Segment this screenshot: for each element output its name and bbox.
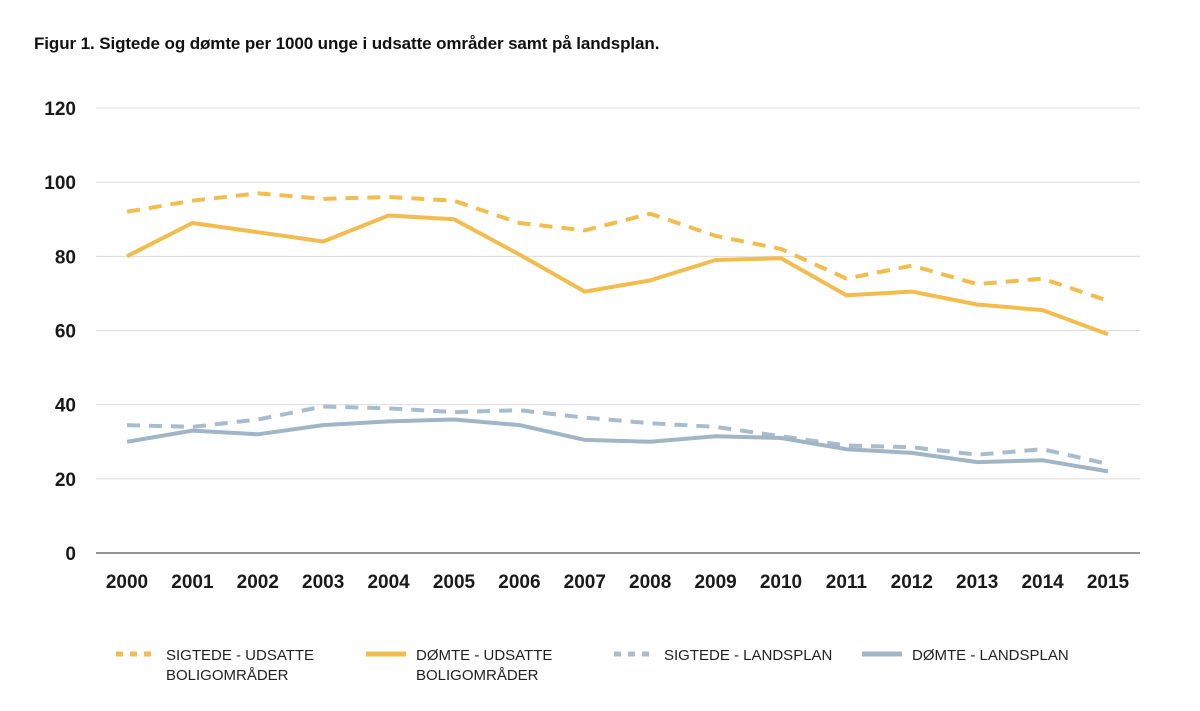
legend-label-1: BOLIGOMRÅDER	[416, 667, 539, 684]
legend-label-1: DØMTE - UDSATTE	[416, 647, 552, 664]
x-tick-label: 2000	[106, 572, 148, 593]
legend-label-0: BOLIGOMRÅDER	[166, 667, 289, 684]
y-tick-label: 100	[44, 173, 76, 194]
chart-title: Figur 1. Sigtede og dømte per 1000 unge …	[34, 34, 660, 53]
x-tick-label: 2012	[891, 572, 933, 593]
legend: SIGTEDE - UDSATTE BOLIGOMRÅDER DØMTE - UDS…	[116, 647, 1069, 684]
legend-label-2: SIGTEDE - LANDSPLAN	[664, 647, 832, 664]
x-tick-label: 2003	[302, 572, 344, 593]
series-line-0	[126, 191, 1109, 303]
y-tick-label: 0	[65, 544, 76, 565]
x-tick-label: 2006	[498, 572, 540, 593]
y-tick-label: 120	[44, 99, 76, 120]
y-tick-label: 20	[55, 470, 76, 491]
legend-label-0: SIGTEDE - UDSATTE	[166, 647, 314, 664]
x-tick-label: 2013	[956, 572, 998, 593]
x-tick-label: 2014	[1021, 572, 1064, 593]
x-tick-label: 2010	[760, 572, 802, 593]
series-line-1	[126, 213, 1109, 337]
x-tick-label: 2009	[694, 572, 736, 593]
x-axis-ticks: 2000 2001 2002 2003 2004 2005 2006 2007 2008 2009…	[106, 572, 1130, 593]
series-line-2	[126, 404, 1109, 466]
x-tick-label: 2015	[1087, 572, 1130, 593]
grid-lines	[96, 107, 1140, 554]
x-tick-label: 2005	[433, 572, 476, 593]
y-tick-label: 60	[55, 322, 76, 343]
series-lines	[126, 191, 1109, 474]
y-axis-ticks: 0 20 40 60 80 100 120	[44, 99, 76, 565]
x-tick-label: 2011	[826, 572, 868, 593]
x-tick-label: 2002	[237, 572, 279, 593]
x-tick-label: 2007	[564, 572, 606, 593]
x-tick-label: 2008	[629, 572, 671, 593]
series-line-3	[126, 417, 1109, 474]
y-tick-label: 80	[55, 247, 76, 268]
y-tick-label: 40	[55, 396, 76, 417]
x-tick-label: 2001	[171, 572, 214, 593]
x-tick-label: 2004	[367, 572, 410, 593]
legend-label-3: DØMTE - LANDSPLAN	[912, 647, 1069, 664]
